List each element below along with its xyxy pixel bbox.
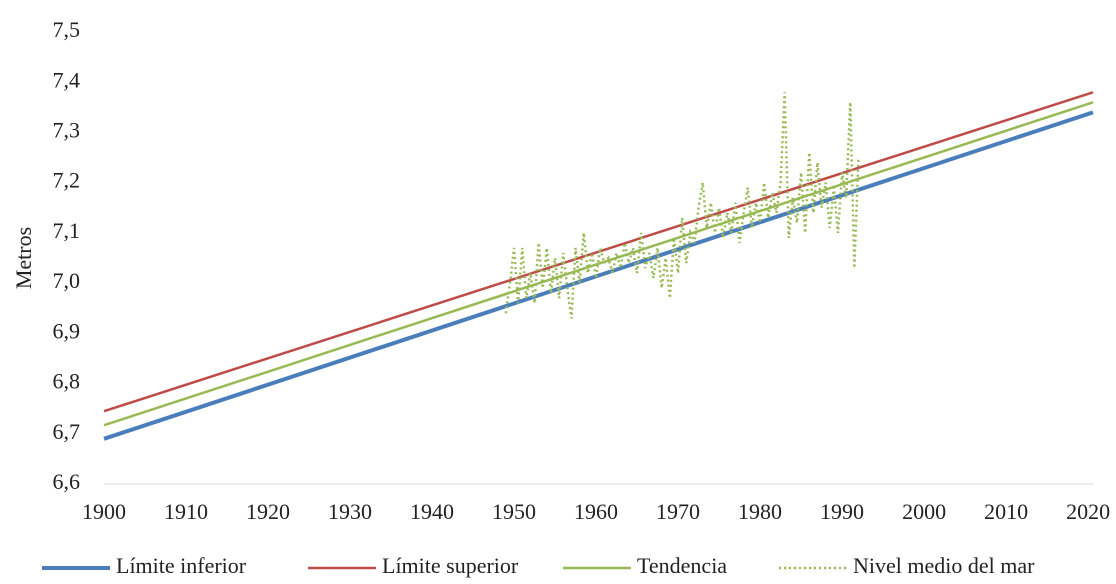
legend-label: Tendencia [637,553,727,578]
series-line [504,92,860,319]
x-tick-label: 1930 [328,499,372,524]
y-tick-label: 6,8 [53,369,81,394]
y-tick-label: 6,6 [53,469,81,494]
legend-label: Nivel medio del mar [853,553,1035,578]
x-tick-label: 2020 [1066,499,1110,524]
y-tick-label: 6,9 [53,318,81,343]
x-tick-label: 2010 [984,499,1028,524]
legend-label: Límite inferior [116,553,247,578]
legend-label: Límite superior [382,553,519,578]
x-tick-label: 1960 [574,499,618,524]
y-tick-label: 7,4 [53,67,81,92]
y-tick-label: 7,1 [53,218,81,243]
series-line [103,110,1094,441]
x-tick-label: 2000 [902,499,946,524]
x-tick-label: 1950 [492,499,536,524]
x-tick-label: 1990 [820,499,864,524]
y-tick-label: 7,2 [53,168,81,193]
y-tick-label: 7,5 [53,17,81,42]
series-line [103,101,1094,427]
x-tick-label: 1980 [738,499,782,524]
x-tick-label: 1910 [164,499,208,524]
x-tick-label: 1940 [410,499,454,524]
x-tick-label: 1970 [656,499,700,524]
y-tick-label: 7,3 [53,117,81,142]
x-tick-label: 1900 [82,499,126,524]
y-axis-label: Metros [11,227,36,289]
x-tick-label: 1920 [246,499,290,524]
y-tick-label: 7,0 [53,268,81,293]
y-tick-label: 6,7 [53,419,81,444]
